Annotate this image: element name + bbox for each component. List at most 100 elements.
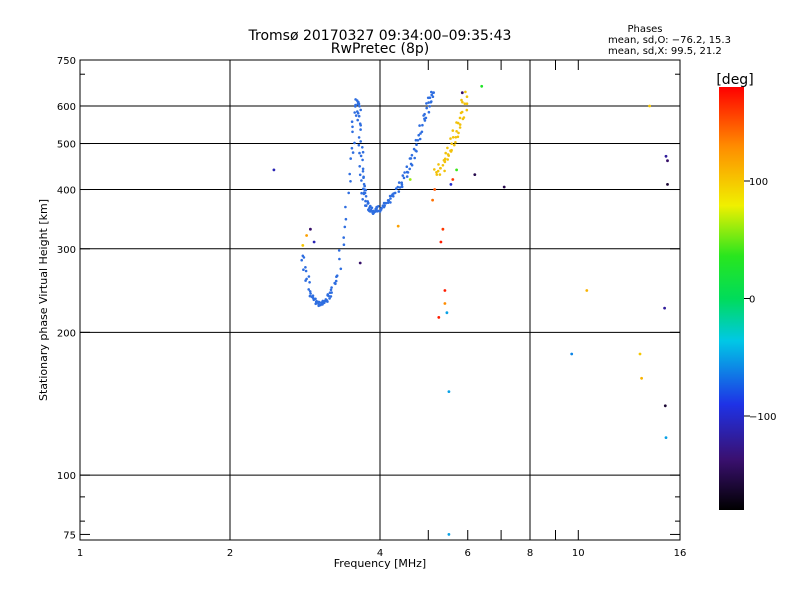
scatter-point (312, 240, 316, 244)
o-trace-point (307, 275, 311, 278)
stats-line-x: mean, sd,X: 99.5, 21.2 (608, 46, 722, 57)
x-trace-point (449, 149, 452, 152)
y-tick-label: 75 (63, 530, 76, 541)
o-trace-point (362, 175, 365, 179)
x-trace-point (446, 146, 449, 150)
o-trace-point (344, 217, 348, 221)
scatter-point (663, 306, 666, 310)
o-trace-point (325, 299, 329, 302)
o-trace-point (364, 204, 367, 207)
o-trace-point (405, 175, 409, 178)
x-trace-point (444, 151, 448, 155)
o-trace-point (430, 100, 433, 103)
x-tick-label: 1 (77, 548, 83, 559)
o-trace-point (326, 293, 330, 296)
o-trace-point (386, 201, 390, 204)
o-trace-point (359, 154, 363, 158)
o-trace-point (413, 156, 417, 160)
o-trace-point (338, 257, 341, 261)
scatter-point (443, 289, 447, 292)
o-trace-point (402, 176, 406, 180)
o-trace-point (396, 185, 400, 189)
scatter-point (451, 178, 455, 181)
o-trace-point (380, 206, 383, 210)
y-tick-label: 600 (57, 102, 76, 113)
o-trace-point (389, 197, 392, 200)
o-trace-point (424, 116, 428, 120)
o-trace-point (308, 281, 311, 284)
x-trace-point (446, 158, 450, 161)
x-axis-label: Frequency [MHz] (334, 557, 426, 570)
o-trace-point (400, 183, 404, 186)
o-trace-point (370, 206, 374, 210)
colorbar-ticks: 100 0 −100 (744, 177, 776, 423)
o-trace-point (425, 106, 429, 110)
plot-frame (79, 59, 681, 541)
o-trace-point (304, 269, 308, 273)
x-trace-point (439, 166, 442, 170)
o-trace-point (337, 249, 341, 252)
o-trace-point (359, 108, 363, 112)
o-trace-point (333, 281, 337, 285)
scatter-point (431, 198, 434, 202)
o-trace-point (328, 291, 332, 295)
o-trace-point (356, 102, 360, 106)
o-trace-point (302, 256, 306, 259)
stats-header: Phases (627, 24, 662, 35)
o-trace-point (359, 128, 362, 131)
o-trace-point (405, 170, 409, 174)
y-axis-label: Stationary phase Virtual Height [km] (37, 199, 50, 401)
stats-line-o: mean, sd,O: −76.2, 15.3 (608, 35, 731, 46)
x-trace-point (454, 141, 457, 144)
o-trace-point (430, 93, 434, 97)
o-trace-point (414, 138, 418, 142)
o-trace-point (334, 279, 338, 283)
scatter-point (441, 227, 445, 231)
o-trace-point (329, 295, 333, 298)
scatter-point (480, 84, 484, 88)
o-trace-point (400, 185, 404, 189)
o-trace-point (418, 137, 422, 141)
scatter-point (301, 244, 305, 247)
o-trace-point (354, 114, 358, 117)
o-trace-point (360, 191, 363, 195)
o-trace-point (351, 125, 354, 129)
scatter-point (443, 302, 447, 305)
o-trace-point (351, 151, 355, 154)
o-trace-point (382, 205, 386, 209)
o-trace-point (320, 301, 324, 304)
x-axis-ticks: 1 2 4 6 8 10 16 (77, 60, 687, 559)
o-trace-point (409, 157, 413, 160)
o-trace-point (361, 150, 365, 154)
o-trace-point (317, 300, 321, 304)
scatter-point (648, 104, 651, 108)
o-trace-point (428, 105, 432, 108)
phase-stats: Phases mean, sd,O: −76.2, 15.3 mean, sd,… (608, 24, 731, 57)
scatter-point (272, 168, 276, 172)
x-trace-point (451, 129, 455, 132)
o-trace-point (410, 153, 414, 157)
colorbar-gradient (719, 87, 744, 510)
o-trace-point (357, 114, 361, 118)
scatter-point (460, 91, 464, 95)
o-trace-point (361, 170, 365, 173)
o-trace-point (308, 290, 312, 293)
o-trace-point (354, 103, 357, 107)
o-trace-point (361, 198, 365, 201)
o-trace-point (359, 124, 363, 127)
scatter-point (437, 316, 441, 319)
o-trace-point (342, 236, 346, 239)
x-trace-point (465, 108, 469, 112)
o-trace-point (347, 191, 351, 195)
scatter-point (640, 376, 643, 380)
o-trace-point (349, 157, 353, 160)
scatter-point (473, 173, 477, 177)
scatter-point (396, 224, 400, 228)
o-trace-point (312, 297, 315, 300)
o-trace-point (416, 139, 420, 142)
x-tick-label: 16 (674, 548, 687, 559)
o-trace-point (410, 163, 414, 167)
o-trace-point (421, 123, 424, 127)
y-tick-label: 400 (57, 186, 76, 197)
o-trace-point (403, 171, 406, 174)
